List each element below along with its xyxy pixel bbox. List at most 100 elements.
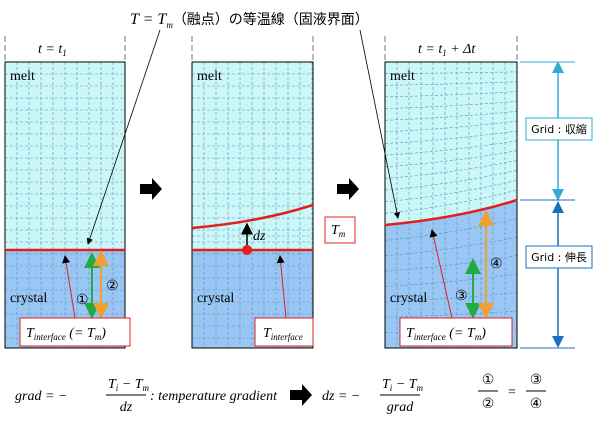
ratio: = bbox=[508, 385, 516, 400]
title: T = Tm（融点）の等温線（固液界面） bbox=[130, 11, 369, 30]
tm: Tm bbox=[331, 223, 346, 239]
marker: ① bbox=[76, 293, 89, 308]
pointer bbox=[276, 255, 287, 319]
ratio: ③ bbox=[530, 373, 543, 388]
formula: dz = − bbox=[322, 389, 360, 404]
crystal: crystal bbox=[10, 291, 47, 306]
grid-line bbox=[384, 120, 518, 133]
grid-line bbox=[384, 218, 518, 241]
overlay: Grid : 収縮 Grid : 伸長 T = Tm（融点）の等温線（固液界面）… bbox=[5, 11, 593, 415]
marker: ④ bbox=[490, 257, 503, 272]
crystal: crystal bbox=[390, 291, 427, 306]
eq: (= T bbox=[446, 326, 476, 341]
grid-line bbox=[384, 273, 518, 287]
pointer bbox=[62, 255, 76, 319]
n: i bbox=[116, 383, 119, 393]
time: t = t bbox=[418, 42, 443, 57]
n: m bbox=[143, 383, 150, 393]
close: ) bbox=[480, 326, 486, 341]
pointer bbox=[359, 29, 401, 219]
grid-line bbox=[384, 170, 518, 191]
pointer bbox=[86, 29, 161, 245]
n: − T bbox=[392, 377, 417, 392]
time: + Δt bbox=[447, 42, 477, 57]
grid-line bbox=[384, 292, 518, 303]
formula-den: dz bbox=[120, 400, 133, 415]
arrow bbox=[290, 384, 312, 406]
interface-label: Tinterface (= Tm) bbox=[26, 326, 106, 342]
formula: : temperature gradient bbox=[150, 389, 278, 404]
n: T bbox=[108, 377, 117, 392]
title-part: （融点）の等温線（固液界面） bbox=[173, 11, 369, 28]
panel-frame bbox=[4, 61, 126, 349]
t: T bbox=[263, 326, 272, 341]
marker: ② bbox=[106, 279, 119, 294]
interface-label: Tinterface (= Tm) bbox=[406, 326, 486, 342]
sub: interface bbox=[414, 332, 446, 342]
grid-line bbox=[384, 150, 518, 168]
sub: interface bbox=[271, 332, 303, 342]
n: T bbox=[382, 377, 391, 392]
n: − T bbox=[118, 377, 143, 392]
formula-num: Ti − Tm bbox=[108, 377, 150, 393]
ratio: ① bbox=[482, 373, 495, 388]
formula: grad = − bbox=[15, 389, 67, 404]
formula-den: grad bbox=[387, 400, 414, 415]
eq: (= T bbox=[66, 326, 96, 341]
sub: m bbox=[95, 332, 102, 342]
grid-line bbox=[384, 101, 518, 109]
close: ) bbox=[100, 326, 106, 341]
time-sub: 1 bbox=[62, 48, 67, 58]
melt: melt bbox=[10, 69, 35, 84]
interface-curve bbox=[384, 198, 518, 227]
t: T bbox=[406, 326, 415, 341]
time: t = t bbox=[38, 42, 63, 57]
arrow bbox=[140, 178, 162, 200]
time: t = t1 bbox=[38, 42, 67, 58]
label-box bbox=[19, 317, 131, 347]
note-box bbox=[525, 117, 593, 141]
tm-sub: m bbox=[339, 229, 346, 239]
grid-line bbox=[384, 130, 518, 144]
grid-line bbox=[385, 71, 517, 74]
grid-line bbox=[384, 236, 518, 257]
title-sub: m bbox=[166, 20, 173, 30]
dz: dz bbox=[253, 229, 266, 244]
melt: melt bbox=[197, 69, 222, 84]
crystal: crystal bbox=[197, 291, 234, 306]
time-sub: 1 bbox=[442, 48, 447, 58]
time: t = t1 + Δt bbox=[418, 42, 476, 58]
formula-num: Ti − Tm bbox=[382, 377, 424, 393]
sub: interface bbox=[34, 332, 66, 342]
grid-line bbox=[384, 160, 518, 179]
label-box bbox=[399, 317, 513, 347]
grid-note: Grid : 伸長 bbox=[531, 251, 587, 264]
panel-frame bbox=[384, 61, 518, 349]
arrow bbox=[337, 178, 359, 200]
n: m bbox=[417, 383, 424, 393]
marker: ③ bbox=[455, 289, 468, 304]
grid-line bbox=[384, 81, 518, 86]
label-box bbox=[324, 216, 356, 244]
label-box bbox=[254, 317, 314, 347]
grid-line bbox=[384, 180, 518, 202]
grid-line bbox=[384, 189, 518, 214]
interface-curve bbox=[191, 203, 314, 230]
grid-line bbox=[384, 111, 518, 121]
grid-line bbox=[384, 140, 518, 156]
title-part: T = T bbox=[130, 11, 167, 28]
melt: melt bbox=[390, 69, 415, 84]
t: T bbox=[26, 326, 35, 341]
ratio: ④ bbox=[530, 397, 543, 412]
grid-line bbox=[384, 255, 518, 272]
grid-note: Grid : 収縮 bbox=[531, 122, 587, 136]
note-box bbox=[525, 245, 593, 269]
tm: T bbox=[331, 223, 340, 238]
pointer bbox=[429, 229, 453, 319]
interface-label: Tinterface bbox=[263, 326, 303, 342]
dot bbox=[242, 245, 252, 255]
ratio: ② bbox=[482, 397, 495, 412]
sub: m bbox=[475, 332, 482, 342]
grid-line bbox=[384, 91, 518, 98]
